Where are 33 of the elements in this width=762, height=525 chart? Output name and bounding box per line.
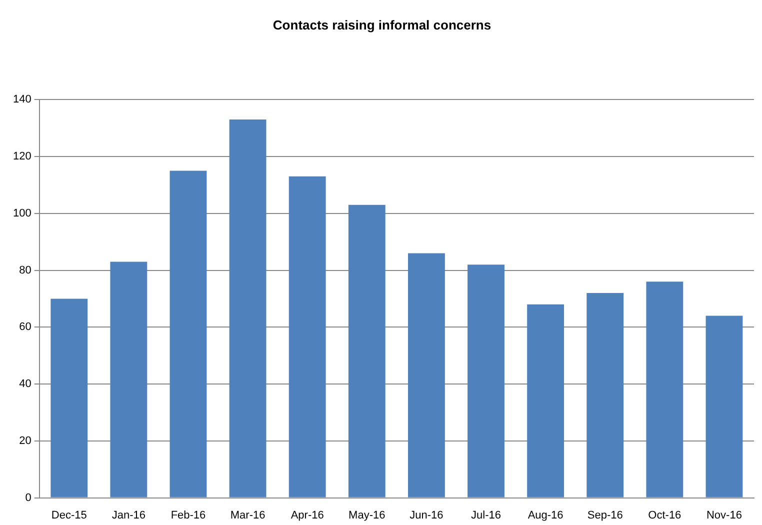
x-tick-label: Jan-16 — [112, 509, 146, 522]
bar — [288, 176, 326, 498]
x-tick-label: Apr-16 — [290, 509, 324, 522]
bar — [229, 120, 266, 498]
y-tick-label: 0 — [25, 492, 32, 504]
y-tick-label: 60 — [19, 321, 32, 334]
bar — [468, 264, 504, 498]
x-tick-label: Oct-16 — [648, 509, 682, 522]
x-tick-label: May-16 — [348, 509, 386, 522]
x-tick-label: Feb-16 — [170, 509, 206, 522]
bar — [646, 282, 684, 498]
y-tick-label: 40 — [19, 378, 32, 390]
x-tick-label: Dec-15 — [51, 509, 87, 522]
y-tick-label: 120 — [12, 150, 32, 163]
y-tick-label: 80 — [19, 264, 32, 276]
bar — [706, 316, 743, 498]
x-tick-label: Jul-16 — [471, 509, 501, 522]
bar — [170, 170, 207, 498]
x-tick-label: Mar-16 — [230, 509, 266, 522]
x-tick-label: Jun-16 — [410, 509, 444, 522]
bar — [110, 262, 148, 498]
x-tick-label: Aug-16 — [528, 509, 564, 522]
y-tick-label: 100 — [12, 207, 32, 220]
chart-title: Contacts raising informal concerns — [272, 17, 492, 32]
bar — [527, 304, 564, 498]
bar — [348, 204, 386, 498]
x-tick-label: Nov-16 — [706, 509, 742, 522]
bar — [408, 253, 445, 498]
bar — [50, 298, 88, 498]
y-tick-label: 140 — [12, 94, 32, 106]
x-tick-label: Sep-16 — [587, 509, 623, 522]
bar — [586, 293, 624, 498]
y-tick-label: 20 — [19, 434, 32, 447]
